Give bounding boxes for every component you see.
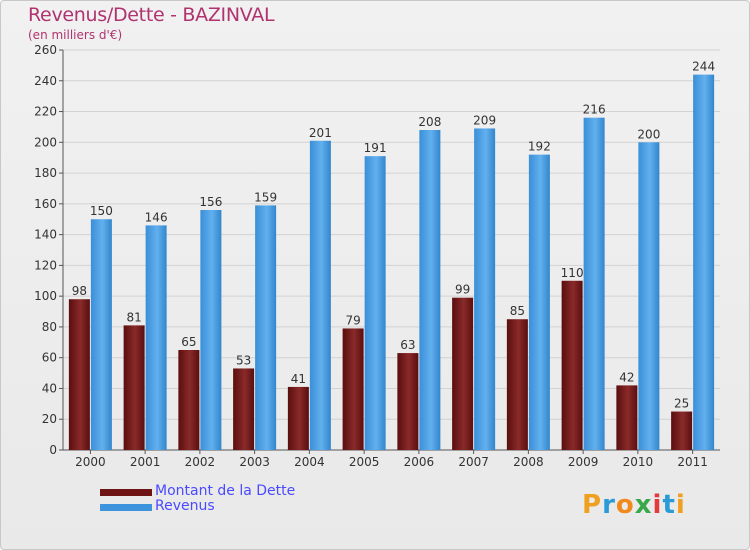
ytick-label-160: 160 [34, 197, 57, 211]
legend-label-revenus: Revenus [155, 498, 215, 514]
data-label-dette-2011: 25 [674, 397, 689, 411]
ytick-label-260: 260 [34, 43, 57, 57]
logo-letter-5: t [662, 490, 676, 520]
bar-revenus-2005 [364, 156, 386, 450]
ytick-label-80: 80 [42, 320, 57, 334]
bar-revenus-2001 [145, 225, 167, 450]
bar-dette-2006 [397, 353, 419, 450]
proxiti-logo: Proxiti [582, 490, 686, 520]
bar-dette-2000 [68, 299, 90, 450]
data-label-revenus-2007: 209 [473, 113, 496, 127]
data-label-dette-2004: 41 [291, 372, 306, 386]
legend-swatch-dette [100, 489, 152, 496]
ytick-label-180: 180 [34, 166, 57, 180]
data-label-dette-2002: 65 [181, 335, 196, 349]
xtick-label-2007: 2007 [458, 455, 489, 469]
legend-swatch-revenus [100, 504, 152, 511]
data-label-dette-2003: 53 [236, 353, 251, 367]
ytick-label-100: 100 [34, 289, 57, 303]
xtick-label-2004: 2004 [294, 455, 325, 469]
data-labels: 98 150 81 146 65 156 53 159 41 201 79 191 63 208 99 209… [72, 60, 715, 411]
data-label-revenus-2009: 216 [583, 103, 606, 117]
chart-subtitle: (en milliers d'€) [28, 28, 123, 42]
bar-revenus-2008 [528, 154, 550, 450]
bar-dette-2010 [616, 385, 638, 450]
xtick-label-2009: 2009 [568, 455, 599, 469]
bar-revenus-2007 [474, 128, 496, 450]
bar-dette-2007 [452, 297, 474, 450]
bar-dette-2004 [287, 386, 309, 450]
data-label-revenus-2005: 191 [364, 141, 387, 155]
xtick-label-2008: 2008 [513, 455, 544, 469]
bar-revenus-2004 [309, 140, 331, 450]
data-label-revenus-2002: 156 [199, 195, 222, 209]
ytick-label-20: 20 [42, 412, 57, 426]
data-label-dette-2001: 81 [126, 310, 141, 324]
logo-letter-2: o [615, 490, 635, 520]
xtick-label-2003: 2003 [239, 455, 270, 469]
xtick-label-2011: 2011 [677, 455, 708, 469]
data-label-dette-2007: 99 [455, 283, 470, 297]
ytick-label-60: 60 [42, 351, 57, 365]
ytick-label-220: 220 [34, 105, 57, 119]
data-label-dette-2009: 110 [561, 266, 584, 280]
bar-dette-2002 [178, 350, 200, 450]
axes: 2000 2001 2002 2003 2004 2005 2006 2007 2008 2009… [62, 50, 720, 469]
bar-dette-2011 [671, 411, 693, 450]
xtick-label-2000: 2000 [75, 455, 106, 469]
data-label-revenus-2006: 208 [418, 115, 441, 129]
data-label-revenus-2004: 201 [309, 126, 332, 140]
bar-dette-2001 [123, 325, 145, 450]
data-label-revenus-2010: 200 [637, 127, 660, 141]
ytick-label-120: 120 [34, 258, 57, 272]
ytick-label-40: 40 [42, 381, 57, 395]
logo-letter-1: r [602, 490, 616, 520]
logo-letter-0: P [582, 490, 603, 520]
grid-lines: 0 20 40 60 80 100 120 140 160 180 200 220 240 260 [34, 43, 720, 457]
data-label-revenus-2001: 146 [145, 210, 168, 224]
bar-dette-2005 [342, 328, 364, 450]
xtick-label-2005: 2005 [349, 455, 380, 469]
data-label-dette-2010: 42 [619, 370, 634, 384]
data-label-dette-2006: 63 [400, 338, 415, 352]
bars [68, 74, 715, 451]
bar-revenus-2006 [419, 130, 441, 450]
chart-title: Revenus/Dette - BAZINVAL [28, 4, 275, 26]
ytick-label-240: 240 [34, 74, 57, 88]
ytick-label-200: 200 [34, 135, 57, 149]
bar-dette-2008 [506, 319, 528, 450]
bar-dette-2003 [233, 368, 255, 450]
bar-revenus-2003 [255, 205, 277, 450]
data-label-revenus-2003: 159 [254, 190, 277, 204]
logo-letter-3: x [634, 490, 653, 520]
data-label-revenus-2008: 192 [528, 140, 551, 154]
xtick-label-2006: 2006 [404, 455, 435, 469]
xtick-label-2001: 2001 [130, 455, 161, 469]
logo-letter-4: i [652, 490, 663, 520]
data-label-dette-2005: 79 [345, 313, 360, 327]
bar-dette-2009 [561, 280, 583, 450]
xtick-label-2010: 2010 [623, 455, 654, 469]
bar-revenus-2000 [90, 219, 112, 450]
bar-revenus-2009 [583, 117, 605, 450]
xtick-label-2002: 2002 [185, 455, 216, 469]
logo-letter-6: i [675, 490, 686, 520]
data-label-revenus-2000: 150 [90, 204, 113, 218]
ytick-label-140: 140 [34, 228, 57, 242]
legend-label-dette: Montant de la Dette [155, 483, 296, 499]
bar-revenus-2002 [200, 210, 222, 450]
ytick-label-0: 0 [49, 443, 57, 457]
bar-revenus-2011 [693, 74, 715, 450]
data-label-revenus-2011: 244 [692, 60, 715, 74]
data-label-dette-2008: 85 [510, 304, 525, 318]
bar-revenus-2010 [638, 142, 660, 451]
data-label-dette-2000: 98 [72, 284, 87, 298]
